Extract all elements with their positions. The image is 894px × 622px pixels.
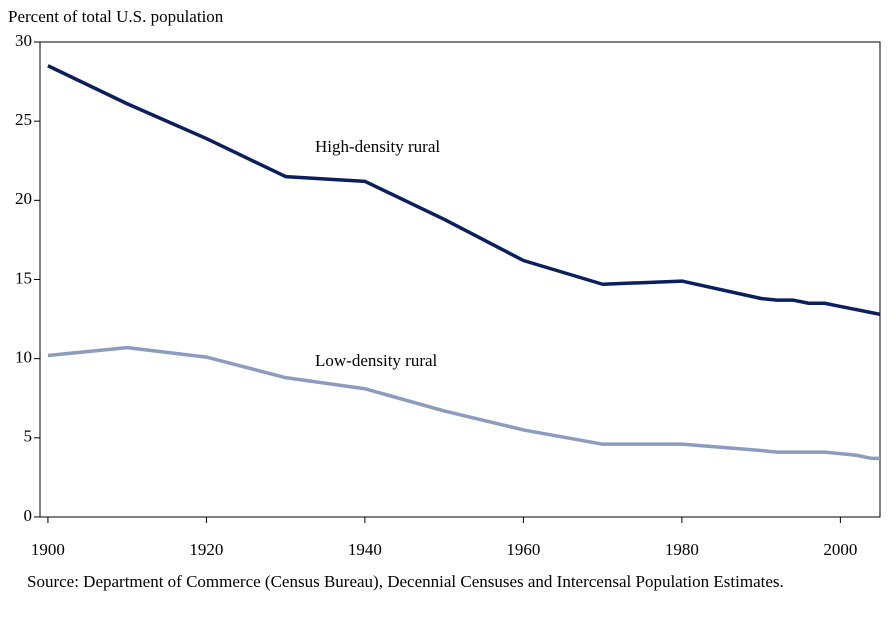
x-tick-label: 1920 xyxy=(189,540,223,559)
y-tick-label: 10 xyxy=(15,348,32,367)
x-tick-label: 2000 xyxy=(823,540,857,559)
x-tick-label: 1940 xyxy=(348,540,382,559)
y-tick-label: 15 xyxy=(15,268,32,287)
source-note: Source: Department of Commerce (Census B… xyxy=(27,572,784,591)
series-label: Low-density rural xyxy=(315,351,438,370)
x-tick-label: 1960 xyxy=(506,540,540,559)
y-tick-label: 30 xyxy=(15,31,32,50)
y-tick-label: 0 xyxy=(24,506,33,525)
plot-frame xyxy=(39,41,881,518)
x-tick-label: 1980 xyxy=(665,540,699,559)
y-tick-label: 25 xyxy=(15,110,32,129)
x-tick-label: 1900 xyxy=(31,540,65,559)
y-tick-label: 5 xyxy=(24,427,33,446)
chart: Percent of total U.S. population 0 5 10 15 2… xyxy=(8,7,881,559)
y-axis-label: Percent of total U.S. population xyxy=(8,7,224,26)
series-line xyxy=(47,345,880,461)
series-label: High-density rural xyxy=(315,137,440,156)
series-line xyxy=(47,64,881,317)
y-tick-label: 20 xyxy=(15,189,32,208)
